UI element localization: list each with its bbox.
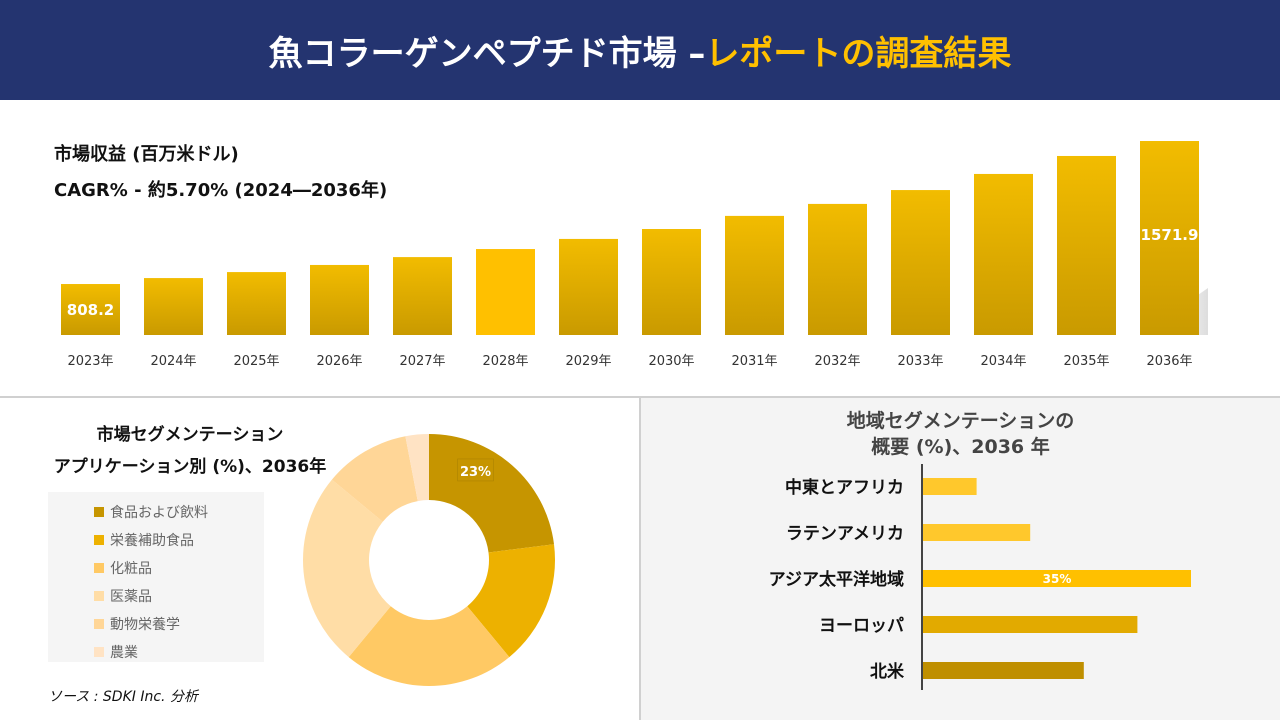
- legend-label: 化粧品: [110, 561, 152, 577]
- bar-ラテンアメリカ: [923, 524, 1031, 541]
- revenue-label: 市場収益 (百万米ドル): [54, 144, 239, 165]
- y-tick-label: ラテンアメリカ: [786, 524, 904, 544]
- donut-title-1: 市場セグメンテーション: [96, 425, 284, 445]
- legend-swatch: [94, 647, 104, 657]
- legend-item: 化粧品: [94, 554, 264, 582]
- bar-2025年: [227, 272, 286, 335]
- revenue-bar-chart: 2023年 808.2 2024年 2025年 2026年 2027年 2028年 2029年…: [61, 141, 1208, 369]
- divider: [0, 396, 1280, 398]
- application-segment-panel: 市場セグメンテーション アプリケーション別 (%)、2036年 食品および飲料栄…: [0, 398, 640, 720]
- legend-label: 食品および飲料: [110, 505, 208, 521]
- data-label: 35%: [1043, 572, 1072, 586]
- donut-slice-医薬品: [303, 479, 391, 658]
- legend-label: 医薬品: [110, 589, 152, 605]
- x-tick-label: 2031年: [731, 354, 777, 369]
- legend-swatch: [94, 563, 104, 573]
- x-tick-label: 2035年: [1063, 354, 1109, 369]
- legend-swatch: [94, 619, 104, 629]
- data-label: 808.2: [67, 301, 114, 319]
- y-tick-label: アジア太平洋地域: [769, 569, 904, 590]
- legend-label: 栄養補助食品: [110, 533, 194, 549]
- x-tick-label: 2033年: [897, 354, 943, 369]
- bar-2026年: [310, 264, 369, 335]
- x-tick-label: 2026年: [316, 354, 362, 369]
- data-label: 1571.9: [1141, 226, 1199, 244]
- revenue-chart-panel: 2023年 808.2 2024年 2025年 2026年 2027年 2028年 2029年…: [0, 100, 1280, 395]
- x-tick-label: 2025年: [233, 354, 279, 369]
- region-segment-panel: 地域セグメンテーションの 概要 (%)、2036 年 中東とアフリカ ラテンアメリ…: [641, 398, 1280, 720]
- bar-2028年: [476, 249, 535, 335]
- x-tick-label: 2028年: [482, 354, 528, 369]
- data-label-box: [457, 458, 494, 482]
- donut-slice-農業: [405, 434, 429, 502]
- legend-item: 栄養補助食品: [94, 526, 264, 554]
- y-tick-label: ヨーロッパ: [819, 616, 904, 636]
- bar-北米: [923, 662, 1084, 679]
- donut-slice-動物栄養学: [331, 436, 418, 522]
- legend-item: 食品および飲料: [94, 498, 264, 526]
- legend-item: 動物栄養学: [94, 610, 264, 638]
- donut-slice-食品および飲料: [429, 434, 555, 553]
- data-label: 23%: [460, 465, 491, 480]
- title-main: 魚コラーゲンペプチド市場 –: [268, 33, 706, 74]
- bar-2023年: [61, 284, 120, 335]
- donut-title-2: アプリケーション別 (%)、2036年: [53, 457, 327, 477]
- region-title-2: 概要 (%)、2036 年: [871, 436, 1050, 458]
- y-tick-label: 北米: [870, 661, 905, 682]
- region-title-1: 地域セグメンテーションの: [846, 410, 1075, 432]
- legend-item: 農業: [94, 638, 264, 666]
- x-tick-label: 2024年: [150, 354, 196, 369]
- cagr-label: CAGR% - 約5.70% (2024―2036年): [54, 180, 388, 201]
- legend-label: 農業: [110, 645, 138, 661]
- y-tick-label: 中東とアフリカ: [785, 477, 904, 498]
- legend-swatch: [94, 507, 104, 517]
- x-tick-label: 2023年: [67, 354, 113, 369]
- divider-vertical: [639, 398, 641, 720]
- bar-2034年: [974, 173, 1033, 335]
- bar-2030年: [642, 229, 701, 335]
- source-note: ソース : SDKI Inc. 分析: [48, 689, 198, 705]
- x-tick-label: 2036年: [1146, 354, 1192, 369]
- bar-2035年: [1057, 155, 1116, 335]
- legend-swatch: [94, 591, 104, 601]
- donut-legend: 食品および飲料 栄養補助食品 化粧品医薬品動物栄養学農業: [48, 492, 264, 662]
- bar-2029年: [559, 238, 618, 335]
- bar-2032年: [808, 203, 867, 335]
- legend-item: 医薬品: [94, 582, 264, 610]
- x-tick-label: 2034年: [980, 354, 1026, 369]
- legend-label: 動物栄養学: [110, 617, 180, 633]
- x-tick-label: 2027年: [399, 354, 445, 369]
- bar-中東とアフリカ: [923, 478, 977, 495]
- bar-2024年: [144, 278, 203, 335]
- donut-slice-栄養補助食品: [467, 544, 555, 658]
- bar-アジア太平洋地域: [923, 570, 1191, 587]
- header-banner: 魚コラーゲンペプチド市場 – レポートの調査結果: [0, 0, 1280, 100]
- legend-swatch: [94, 535, 104, 545]
- title-accent: レポートの調査結果: [705, 33, 1012, 74]
- x-tick-label: 2032年: [814, 354, 860, 369]
- bar-2027年: [393, 257, 452, 335]
- bar-2031年: [725, 215, 784, 335]
- bar-ヨーロッパ: [923, 616, 1138, 633]
- bar-2033年: [891, 190, 950, 335]
- donut-slice-化粧品: [348, 606, 510, 686]
- x-tick-label: 2030年: [648, 354, 694, 369]
- x-tick-label: 2029年: [565, 354, 611, 369]
- bar-2036年: [1140, 141, 1199, 335]
